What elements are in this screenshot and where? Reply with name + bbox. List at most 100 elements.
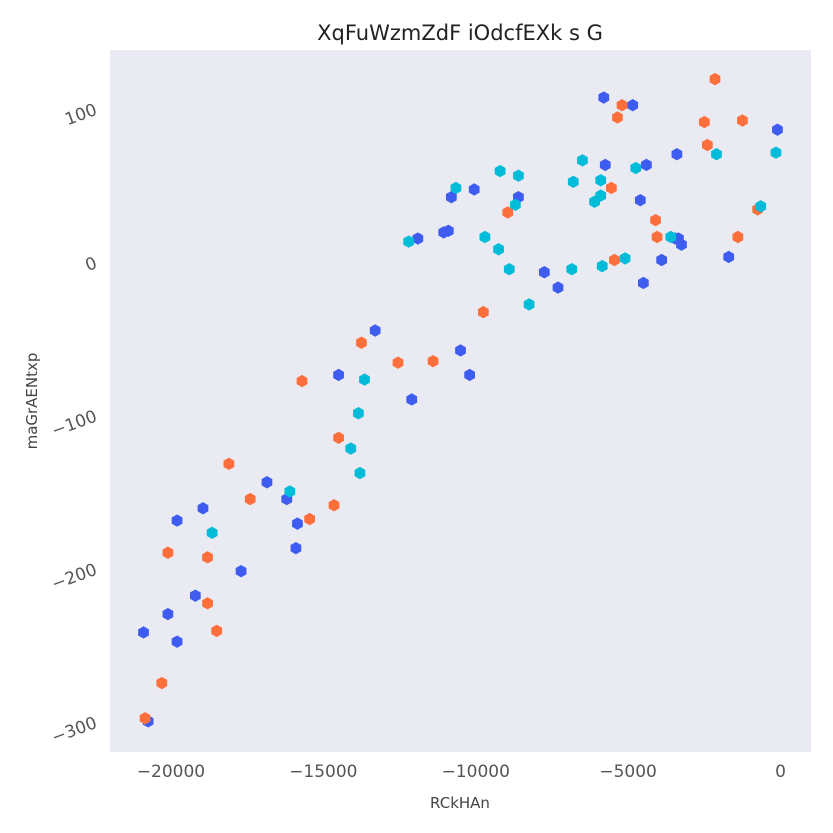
data-point: [189, 589, 201, 602]
data-point: [354, 466, 366, 480]
data-point: [755, 200, 767, 213]
data-point: [445, 190, 457, 204]
data-point: [206, 526, 218, 540]
data-point: [609, 253, 620, 267]
data-point: [711, 148, 722, 161]
data-point: [156, 676, 168, 690]
data-point: [202, 597, 213, 610]
data-point: [171, 635, 183, 648]
data-point: [328, 499, 340, 512]
data-point: [412, 232, 424, 245]
data-point: [296, 374, 308, 388]
data-point: [598, 91, 610, 104]
data-point: [552, 281, 564, 294]
x-tick-label: −10000: [442, 762, 510, 782]
data-point: [162, 546, 174, 559]
data-point: [345, 442, 357, 455]
data-point: [211, 624, 223, 638]
data-point: [702, 138, 713, 152]
plot-background: [110, 50, 811, 752]
data-point: [595, 189, 607, 202]
y-tick-label: 100: [62, 100, 99, 130]
data-point: [634, 194, 646, 207]
data-point: [138, 626, 149, 639]
data-point: [612, 111, 623, 124]
data-point: [606, 181, 617, 195]
data-point: [650, 213, 661, 227]
chart-title: XqFuWzmZdF iOdcfEXk s G: [317, 21, 603, 45]
x-tick-label: −5000: [599, 762, 657, 782]
data-point: [709, 72, 721, 86]
data-point: [171, 514, 183, 527]
data-point: [630, 161, 642, 175]
data-point: [290, 541, 302, 555]
data-point: [599, 158, 611, 172]
data-point: [442, 224, 454, 238]
data-point: [403, 235, 415, 248]
data-point: [732, 230, 744, 244]
data-point: [577, 154, 588, 167]
data-point: [292, 517, 303, 530]
data-point: [244, 492, 256, 506]
data-point: [503, 262, 515, 276]
data-point: [406, 393, 418, 406]
data-point: [333, 368, 344, 382]
y-tick-labels: 100 0 −100 −200 −300: [49, 100, 100, 748]
data-point: [538, 266, 550, 279]
data-point: [698, 115, 710, 129]
data-point: [392, 356, 404, 369]
data-point: [353, 407, 364, 420]
data-point: [304, 512, 315, 526]
data-point: [455, 344, 466, 357]
x-tick-label: −20000: [137, 762, 205, 782]
data-point: [494, 164, 506, 178]
data-point: [627, 98, 639, 112]
data-point: [566, 262, 578, 276]
data-point: [509, 198, 521, 212]
data-point: [513, 169, 524, 182]
data-point: [139, 712, 151, 725]
y-tick-label: −100: [49, 407, 100, 442]
data-point: [641, 158, 652, 172]
data-point: [479, 230, 491, 244]
x-tick-label: 0: [775, 762, 786, 782]
data-points: [138, 72, 783, 728]
data-point: [235, 564, 247, 578]
data-point: [468, 183, 480, 196]
data-point: [770, 146, 782, 159]
data-point: [523, 298, 535, 311]
data-point: [359, 373, 370, 386]
data-point: [737, 114, 748, 127]
y-axis-label: maGrAENtxp: [23, 353, 41, 450]
data-point: [596, 259, 608, 273]
data-point: [427, 354, 439, 368]
data-point: [450, 181, 462, 195]
data-point: [665, 230, 677, 244]
x-tick-labels: −20000 −15000 −10000 −5000 0: [137, 762, 786, 782]
data-point: [356, 336, 367, 349]
data-point: [223, 457, 235, 471]
data-point: [333, 431, 344, 444]
data-point: [638, 276, 649, 290]
x-axis-label: RCkHAn: [430, 794, 490, 812]
data-point: [676, 238, 687, 251]
data-point: [595, 174, 607, 187]
data-point: [197, 502, 209, 515]
data-point: [671, 148, 683, 161]
data-point: [502, 206, 514, 219]
data-point: [202, 551, 213, 564]
x-tick-label: −15000: [289, 762, 357, 782]
y-tick-label: −300: [49, 713, 100, 748]
y-tick-label: 0: [83, 253, 100, 275]
data-point: [284, 485, 296, 498]
data-point: [651, 230, 663, 244]
data-point: [656, 253, 668, 267]
data-point: [464, 368, 476, 382]
data-point: [616, 98, 628, 112]
data-point: [723, 250, 735, 264]
data-point: [369, 324, 381, 337]
data-point: [567, 175, 579, 189]
data-point: [772, 123, 783, 136]
data-point: [619, 252, 631, 265]
